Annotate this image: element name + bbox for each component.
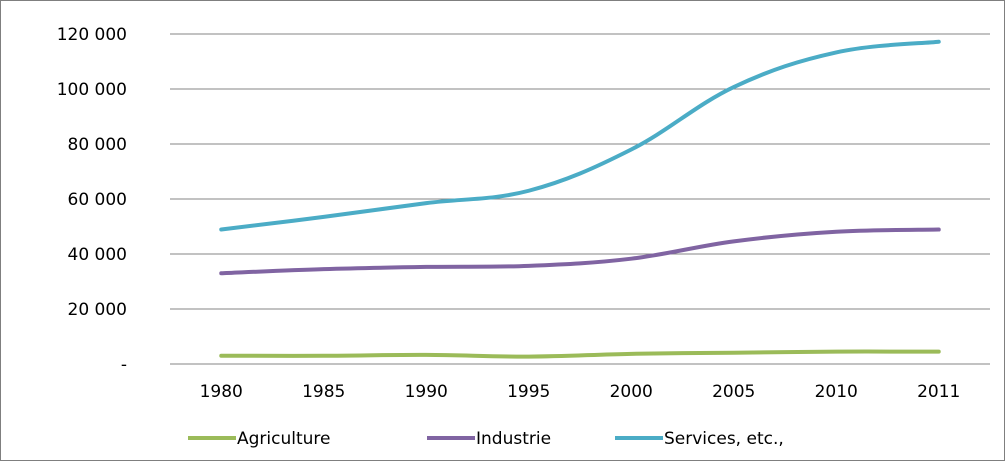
y-tick-label: 100 000 [57, 80, 127, 100]
x-axis-ticks: 1980 1985 1990 1995 2000 2005 2010 2011 [200, 382, 961, 402]
series-line-industrie [219, 227, 941, 276]
y-tick-label: 60 000 [68, 190, 127, 210]
legend-label: Agriculture [237, 429, 331, 449]
y-tick-label: - [121, 355, 127, 375]
gridlines [170, 33, 990, 365]
x-tick-label: 1980 [200, 382, 243, 402]
series-lines [219, 39, 941, 359]
y-tick-label: 80 000 [68, 135, 127, 155]
x-tick-label: 2011 [917, 382, 960, 402]
x-tick-label: 1985 [302, 382, 345, 402]
y-tick-label: 120 000 [57, 25, 127, 45]
x-tick-label: 2005 [712, 382, 755, 402]
y-tick-label: 20 000 [68, 300, 127, 320]
x-tick-label: 2010 [815, 382, 858, 402]
legend-label: Services, etc., [664, 429, 784, 449]
y-axis-ticks: - 20 000 40 000 60 000 80 000 100 000 120 000 [57, 25, 127, 375]
x-tick-label: 1990 [405, 382, 448, 402]
series-line-agriculture [219, 349, 941, 359]
legend: Agriculture Industrie Services, etc., [188, 429, 784, 449]
series-line-services-etc [219, 39, 941, 232]
x-tick-label: 1995 [507, 382, 550, 402]
y-tick-label: 40 000 [68, 245, 127, 265]
x-tick-label: 2000 [610, 382, 653, 402]
legend-label: Industrie [476, 429, 551, 449]
